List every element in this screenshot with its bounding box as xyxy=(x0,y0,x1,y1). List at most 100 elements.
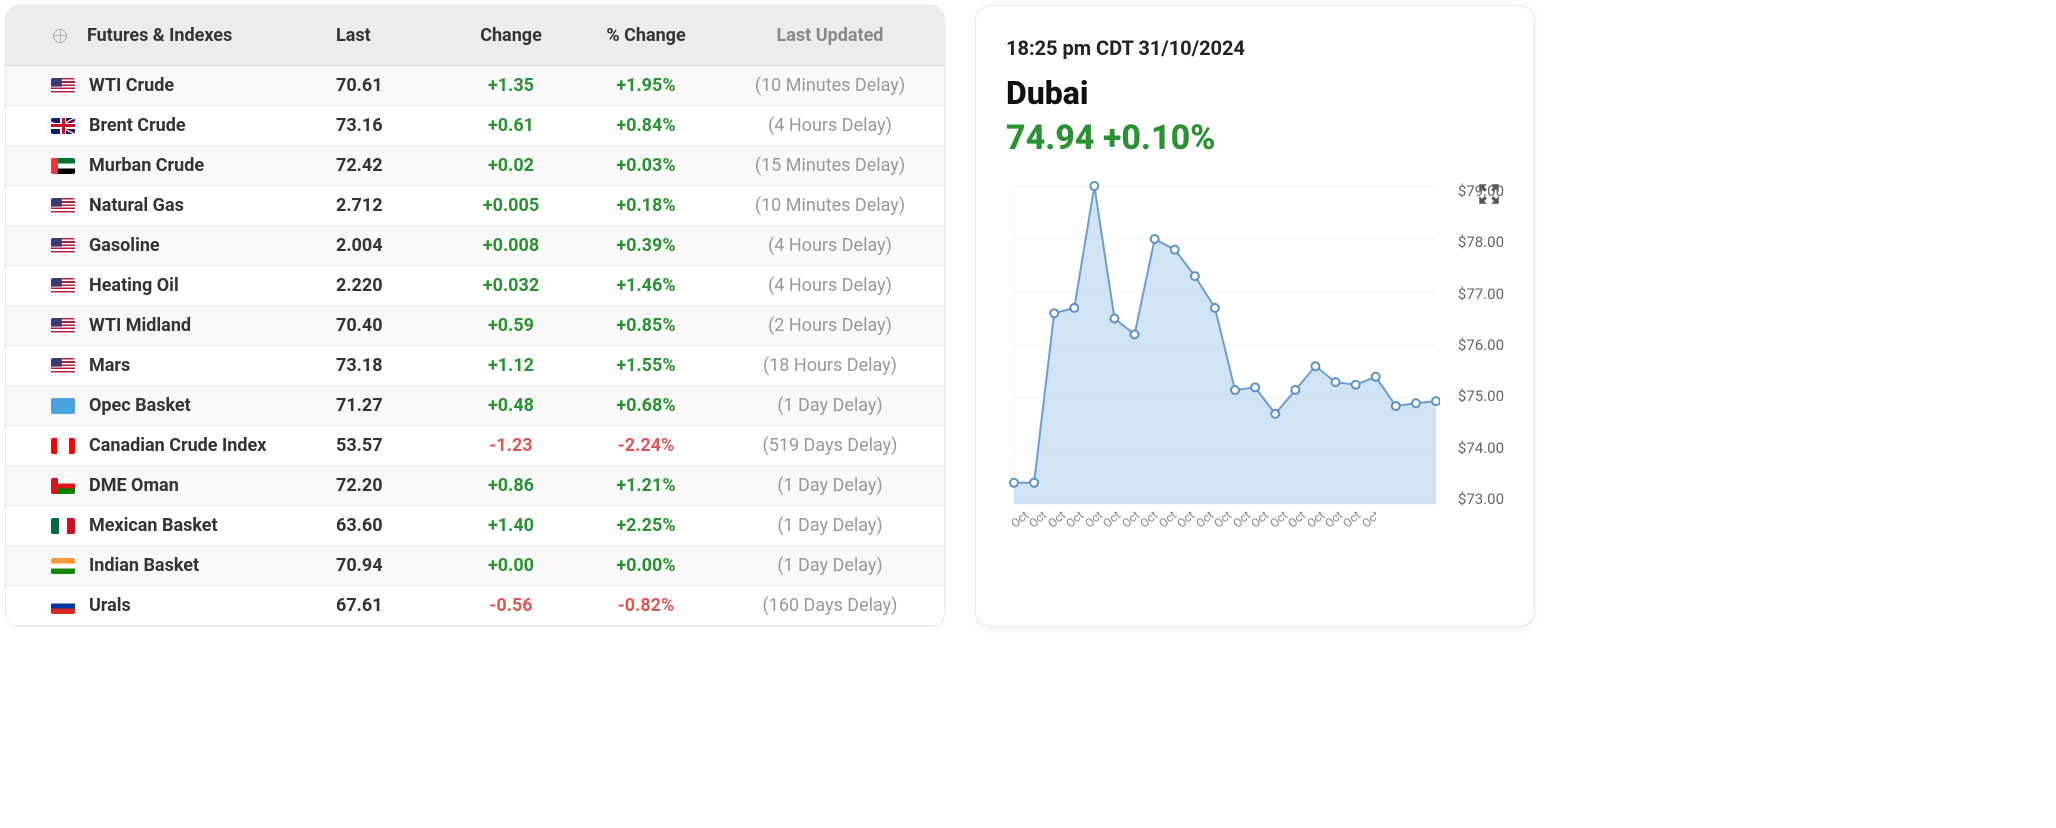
row-last-value: 71.27 xyxy=(336,395,446,416)
row-change-value: +1.35 xyxy=(446,75,576,96)
row-pct-value: +0.18% xyxy=(576,195,716,216)
globe-icon xyxy=(51,27,69,45)
table-row[interactable]: Brent Crude73.16+0.61+0.84%(4 Hours Dela… xyxy=(6,106,944,146)
ru-flag-icon xyxy=(51,598,75,614)
y-tick-label: $78.00 xyxy=(1440,233,1504,251)
row-updated-value: (10 Minutes Delay) xyxy=(716,75,944,96)
row-change-value: +0.02 xyxy=(446,155,576,176)
row-last-value: 73.18 xyxy=(336,355,446,376)
chart-area: OctOctOctOctOctOctOctOctOctOctOctOctOctO… xyxy=(1006,178,1504,538)
row-pct-value: +0.39% xyxy=(576,235,716,256)
header-pct-label: % Change xyxy=(576,25,716,46)
y-tick-label: $79.00 xyxy=(1440,182,1504,200)
table-row[interactable]: Indian Basket70.94+0.00+0.00%(1 Day Dela… xyxy=(6,546,944,586)
row-name-label: WTI Crude xyxy=(89,75,174,96)
row-name-cell: Gasoline xyxy=(6,235,336,256)
gb-flag-icon xyxy=(51,118,75,134)
row-pct-value: +0.85% xyxy=(576,315,716,336)
line-chart-svg xyxy=(1006,178,1440,508)
chart-panel: 18:25 pm CDT 31/10/2024 Dubai 74.94 +0.1… xyxy=(975,5,1535,627)
x-tick-label: Oct xyxy=(1359,508,1376,538)
row-name-label: Urals xyxy=(89,595,131,616)
table-row[interactable]: WTI Midland70.40+0.59+0.85%(2 Hours Dela… xyxy=(6,306,944,346)
row-name-label: WTI Midland xyxy=(89,315,191,336)
table-row[interactable]: Mexican Basket63.60+1.40+2.25%(1 Day Del… xyxy=(6,506,944,546)
row-updated-value: (15 Minutes Delay) xyxy=(716,155,944,176)
row-last-value: 72.20 xyxy=(336,475,446,496)
us-flag-icon xyxy=(51,278,75,294)
row-name-cell: Urals xyxy=(6,595,336,616)
row-name-label: DME Oman xyxy=(89,475,179,496)
table-row[interactable]: Heating Oil2.220+0.032+1.46%(4 Hours Del… xyxy=(6,266,944,306)
row-name-label: Natural Gas xyxy=(89,195,184,216)
row-name-cell: Natural Gas xyxy=(6,195,336,216)
table-row[interactable]: DME Oman 72.20+0.86+1.21%(1 Day Delay) xyxy=(6,466,944,506)
chart-value: 74.94 +0.10% xyxy=(1006,118,1504,158)
table-row[interactable]: Murban Crude72.42+0.02+0.03%(15 Minutes … xyxy=(6,146,944,186)
row-last-value: 73.16 xyxy=(336,115,446,136)
table-row[interactable]: Canadian Crude Index53.57-1.23-2.24%(519… xyxy=(6,426,944,466)
us-flag-icon xyxy=(51,78,75,94)
row-name-cell: Canadian Crude Index xyxy=(6,435,336,456)
opec-flag-icon xyxy=(51,398,75,414)
y-tick-label: $73.00 xyxy=(1440,490,1504,508)
row-pct-value: +0.03% xyxy=(576,155,716,176)
row-updated-value: (4 Hours Delay) xyxy=(716,115,944,136)
table-row[interactable]: Mars73.18+1.12+1.55%(18 Hours Delay) xyxy=(6,346,944,386)
row-last-value: 72.42 xyxy=(336,155,446,176)
row-pct-value: -2.24% xyxy=(576,435,716,456)
row-name-label: Mars xyxy=(89,355,130,376)
row-name-cell: Opec Basket xyxy=(6,395,336,416)
row-last-value: 53.57 xyxy=(336,435,446,456)
row-updated-value: (4 Hours Delay) xyxy=(716,235,944,256)
table-row[interactable]: Urals67.61-0.56-0.82%(160 Days Delay) xyxy=(6,586,944,626)
in-flag-icon xyxy=(51,558,75,574)
row-change-value: -0.56 xyxy=(446,595,576,616)
ae-flag-icon xyxy=(51,158,75,174)
x-axis: OctOctOctOctOctOctOctOctOctOctOctOctOctO… xyxy=(1006,508,1376,538)
row-pct-value: +1.21% xyxy=(576,475,716,496)
row-last-value: 70.94 xyxy=(336,555,446,576)
table-row[interactable]: WTI Crude70.61+1.35+1.95%(10 Minutes Del… xyxy=(6,66,944,106)
row-name-label: Opec Basket xyxy=(89,395,191,416)
row-updated-value: (1 Day Delay) xyxy=(716,555,944,576)
table-row[interactable]: Gasoline2.004+0.008+0.39%(4 Hours Delay) xyxy=(6,226,944,266)
table-header-row: Futures & Indexes Last Change % Change L… xyxy=(6,6,944,66)
table-row[interactable]: Opec Basket71.27+0.48+0.68%(1 Day Delay) xyxy=(6,386,944,426)
table-body: WTI Crude70.61+1.35+1.95%(10 Minutes Del… xyxy=(6,66,944,626)
row-updated-value: (519 Days Delay) xyxy=(716,435,944,456)
futures-table-panel: Futures & Indexes Last Change % Change L… xyxy=(5,5,945,627)
row-pct-value: +2.25% xyxy=(576,515,716,536)
y-tick-label: $75.00 xyxy=(1440,387,1504,405)
chart-title: Dubai xyxy=(1006,74,1504,112)
row-change-value: +0.86 xyxy=(446,475,576,496)
chart-plot[interactable]: OctOctOctOctOctOctOctOctOctOctOctOctOctO… xyxy=(1006,178,1440,538)
row-pct-value: -0.82% xyxy=(576,595,716,616)
row-change-value: +0.005 xyxy=(446,195,576,216)
header-updated-label: Last Updated xyxy=(716,25,944,46)
row-updated-value: (160 Days Delay) xyxy=(716,595,944,616)
row-last-value: 2.220 xyxy=(336,275,446,296)
row-change-value: +0.032 xyxy=(446,275,576,296)
row-change-value: +0.59 xyxy=(446,315,576,336)
header-name-label: Futures & Indexes xyxy=(87,25,232,46)
row-name-cell: WTI Midland xyxy=(6,315,336,336)
table-row[interactable]: Natural Gas2.712+0.005+0.18%(10 Minutes … xyxy=(6,186,944,226)
row-updated-value: (1 Day Delay) xyxy=(716,475,944,496)
row-change-value: +0.48 xyxy=(446,395,576,416)
row-updated-value: (18 Hours Delay) xyxy=(716,355,944,376)
y-tick-label: $74.00 xyxy=(1440,439,1504,457)
row-updated-value: (2 Hours Delay) xyxy=(716,315,944,336)
row-name-cell: DME Oman xyxy=(6,475,336,496)
row-pct-value: +1.46% xyxy=(576,275,716,296)
row-pct-value: +0.00% xyxy=(576,555,716,576)
row-name-cell: Indian Basket xyxy=(6,555,336,576)
om-flag-icon xyxy=(51,478,75,494)
row-last-value: 63.60 xyxy=(336,515,446,536)
row-updated-value: (4 Hours Delay) xyxy=(716,275,944,296)
header-last-label: Last xyxy=(336,25,446,46)
row-pct-value: +1.55% xyxy=(576,355,716,376)
row-name-label: Mexican Basket xyxy=(89,515,218,536)
row-change-value: +0.008 xyxy=(446,235,576,256)
y-axis: $79.00$78.00$77.00$76.00$75.00$74.00$73.… xyxy=(1440,178,1504,538)
